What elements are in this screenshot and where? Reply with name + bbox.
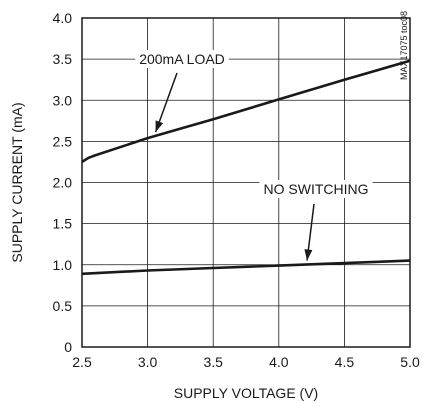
series-line-2 bbox=[81, 259, 411, 276]
y-tick-label: 2.0 bbox=[53, 175, 73, 191]
y-tick-label: 0.5 bbox=[53, 298, 73, 314]
series-label-2: NO SWITCHING bbox=[264, 181, 369, 197]
series-label-2-bg bbox=[259, 180, 373, 198]
series-label-1: 200mA LOAD bbox=[139, 51, 225, 67]
x-tick-label: 4.0 bbox=[269, 354, 289, 370]
series-line-1 bbox=[81, 59, 411, 164]
y-tick-label: 0 bbox=[64, 339, 72, 355]
annotations: 200mA LOAD NO SWITCHING bbox=[135, 50, 373, 261]
plot-frame bbox=[81, 17, 411, 348]
y-tick-label: 3.5 bbox=[53, 51, 73, 67]
y-tick-label: 3.0 bbox=[53, 92, 73, 108]
series-layer bbox=[81, 59, 411, 276]
watermark-label: MAX17075 toc08 bbox=[399, 11, 409, 80]
series-label-1-bg bbox=[135, 50, 229, 68]
y-tick-label: 1.5 bbox=[53, 216, 73, 232]
series-label-1-arrow-head bbox=[155, 120, 164, 133]
y-axis-label: SUPPLY CURRENT (mA) bbox=[9, 102, 25, 262]
x-tick-label: 3.5 bbox=[203, 354, 223, 370]
x-axis-label: SUPPLY VOLTAGE (V) bbox=[174, 385, 318, 401]
y-tick-label: 1.0 bbox=[53, 257, 73, 273]
y-tick-label: 2.5 bbox=[53, 133, 73, 149]
x-tick-label: 3.0 bbox=[138, 354, 158, 370]
x-tick-label: 4.5 bbox=[335, 354, 355, 370]
tick-labels: 2.5 3.0 3.5 4.0 4.5 5.0 0 0.5 1.0 1.5 2.0 2.5 3.0 3.5… bbox=[53, 10, 420, 370]
series-label-2-arrow-head bbox=[304, 249, 313, 261]
x-tick-label: 5.0 bbox=[400, 354, 420, 370]
x-tick-label: 2.5 bbox=[72, 354, 92, 370]
y-tick-label: 4.0 bbox=[53, 10, 73, 26]
